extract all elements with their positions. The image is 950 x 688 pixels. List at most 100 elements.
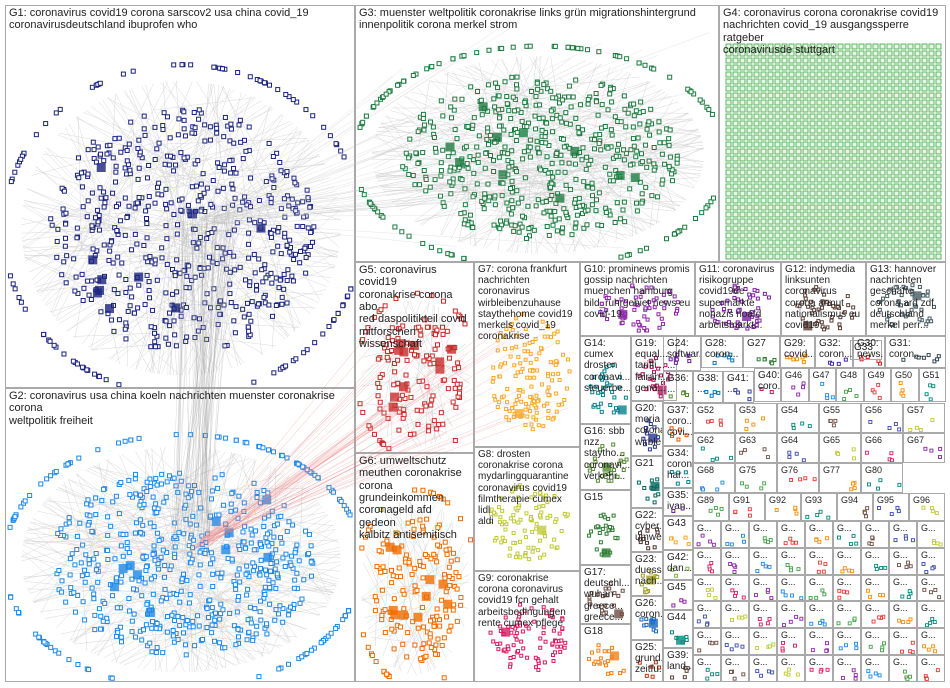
node [372, 594, 378, 600]
node [170, 633, 176, 639]
node [209, 630, 215, 636]
node [760, 127, 767, 134]
node [184, 273, 190, 279]
node [872, 50, 879, 57]
node [237, 547, 243, 553]
node [928, 239, 935, 246]
node [359, 545, 365, 551]
node [781, 50, 788, 57]
node [627, 186, 633, 192]
node [823, 64, 830, 71]
node [114, 605, 120, 611]
node [907, 190, 914, 197]
node [227, 610, 233, 616]
node [551, 628, 556, 633]
node [530, 427, 535, 432]
node [732, 218, 739, 225]
node [732, 285, 737, 290]
node [600, 594, 605, 599]
node [802, 71, 809, 78]
node [442, 575, 448, 581]
node [214, 245, 220, 251]
node [837, 155, 844, 162]
node [192, 335, 198, 341]
node [872, 57, 879, 64]
node [746, 134, 753, 141]
node [803, 293, 808, 298]
group-g26-nodes [639, 616, 659, 634]
node [907, 141, 914, 148]
node [284, 242, 290, 248]
node [274, 571, 280, 577]
node [464, 161, 470, 167]
node [572, 225, 578, 231]
node [534, 410, 539, 415]
node [739, 218, 746, 225]
node [835, 304, 840, 309]
node [900, 64, 907, 71]
node [522, 349, 527, 354]
node [104, 151, 110, 157]
node [732, 211, 739, 218]
node [141, 242, 147, 248]
node [284, 300, 290, 306]
node [397, 624, 403, 630]
node [795, 169, 802, 176]
node [830, 99, 837, 106]
node [858, 190, 865, 197]
node [389, 580, 395, 586]
node [139, 593, 145, 599]
node [816, 176, 823, 183]
node [22, 498, 28, 504]
node [143, 622, 149, 628]
node [795, 232, 802, 239]
node [616, 141, 622, 147]
node [490, 379, 495, 384]
node [245, 617, 251, 623]
small-group-panel: G... [805, 521, 833, 548]
node [893, 71, 900, 78]
node [126, 608, 132, 614]
node [209, 605, 215, 611]
node [600, 372, 605, 377]
node [606, 295, 611, 300]
node [192, 125, 198, 131]
node [795, 176, 802, 183]
node [935, 92, 942, 99]
small-group-panel: G... [749, 521, 777, 548]
node [710, 307, 715, 312]
node [596, 660, 601, 665]
node [548, 213, 554, 219]
node [180, 571, 186, 577]
small-group-label: G... [697, 657, 712, 667]
node [725, 85, 732, 92]
node [120, 553, 126, 559]
node [886, 169, 893, 176]
node [412, 642, 418, 648]
node [204, 336, 210, 342]
node [446, 628, 452, 634]
node [530, 549, 535, 554]
node [200, 637, 206, 643]
node [433, 149, 439, 155]
node [197, 549, 203, 555]
node [760, 134, 767, 141]
small-group-label: G... [809, 630, 824, 641]
node [271, 534, 277, 540]
node [879, 211, 886, 218]
node [795, 92, 802, 99]
node [542, 134, 548, 140]
node [365, 644, 371, 650]
node [809, 134, 816, 141]
node [893, 285, 898, 290]
node [485, 82, 491, 88]
node [823, 141, 830, 148]
node [823, 78, 830, 85]
node [823, 190, 830, 197]
node [865, 183, 872, 190]
node [187, 521, 193, 527]
node [12, 286, 18, 292]
node [774, 134, 781, 141]
node [753, 239, 760, 246]
node [441, 675, 447, 681]
